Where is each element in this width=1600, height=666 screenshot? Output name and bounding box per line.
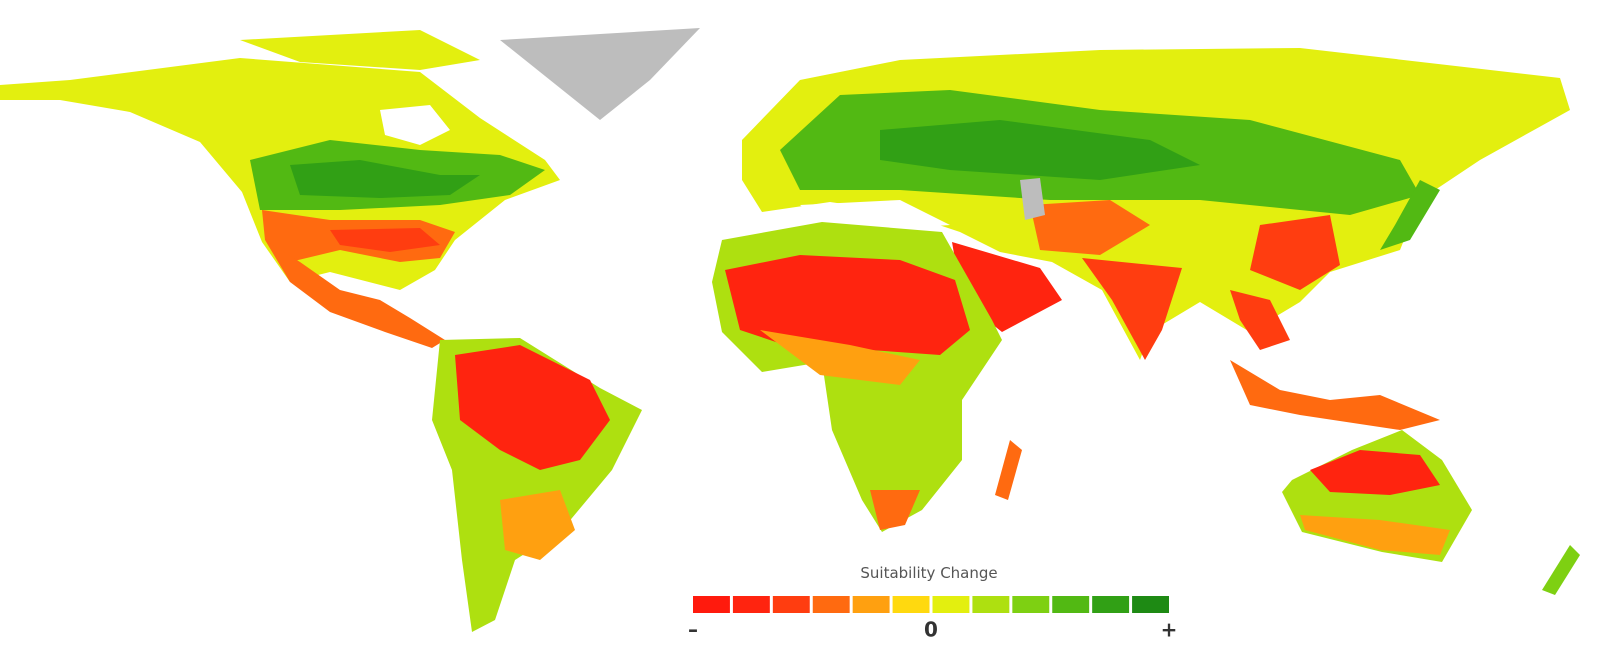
legend-swatch: [1012, 596, 1050, 613]
legend-swatch: [1052, 596, 1090, 613]
legend-swatch: [972, 596, 1010, 613]
amazon: [455, 345, 610, 470]
mediterranean: [800, 200, 950, 230]
madagascar: [995, 440, 1022, 500]
legend-swatch: [1132, 596, 1169, 613]
legend-swatch: [732, 596, 770, 613]
sahara: [725, 255, 970, 355]
legend-swatch: [1092, 596, 1130, 613]
north-america-arctic: [240, 30, 480, 70]
legend-swatch: [892, 596, 930, 613]
greenland: [500, 28, 700, 120]
us-south-red: [330, 228, 440, 252]
india: [1082, 258, 1182, 360]
legend-label: –: [688, 618, 698, 642]
legend: Suitability Change – 0 +: [676, 560, 1182, 650]
central-america: [265, 240, 445, 348]
legend-label: +: [1161, 618, 1178, 642]
hudson-bay: [380, 105, 450, 145]
canada-dark: [290, 160, 480, 198]
legend-label: 0: [924, 618, 938, 642]
south-africa: [870, 490, 920, 530]
legend-swatch: [852, 596, 890, 613]
se-asia: [1230, 290, 1290, 350]
australia-interior: [1310, 450, 1440, 495]
legend-swatch: [693, 596, 730, 613]
caspian: [1020, 178, 1045, 220]
indonesia: [1230, 360, 1440, 430]
new-zealand: [1542, 545, 1580, 595]
legend-swatch: [932, 596, 970, 613]
landmasses: [0, 28, 1580, 632]
legend-title: Suitability Change: [860, 564, 997, 582]
china-east: [1250, 215, 1340, 290]
australia-south: [1300, 515, 1450, 555]
brazil-south: [500, 490, 575, 560]
middle-asia: [1030, 200, 1150, 255]
legend-swatch: [812, 596, 850, 613]
legend-swatch: [772, 596, 810, 613]
sahel: [760, 330, 920, 385]
eurasia-dark: [880, 120, 1200, 180]
japan: [1380, 180, 1440, 250]
